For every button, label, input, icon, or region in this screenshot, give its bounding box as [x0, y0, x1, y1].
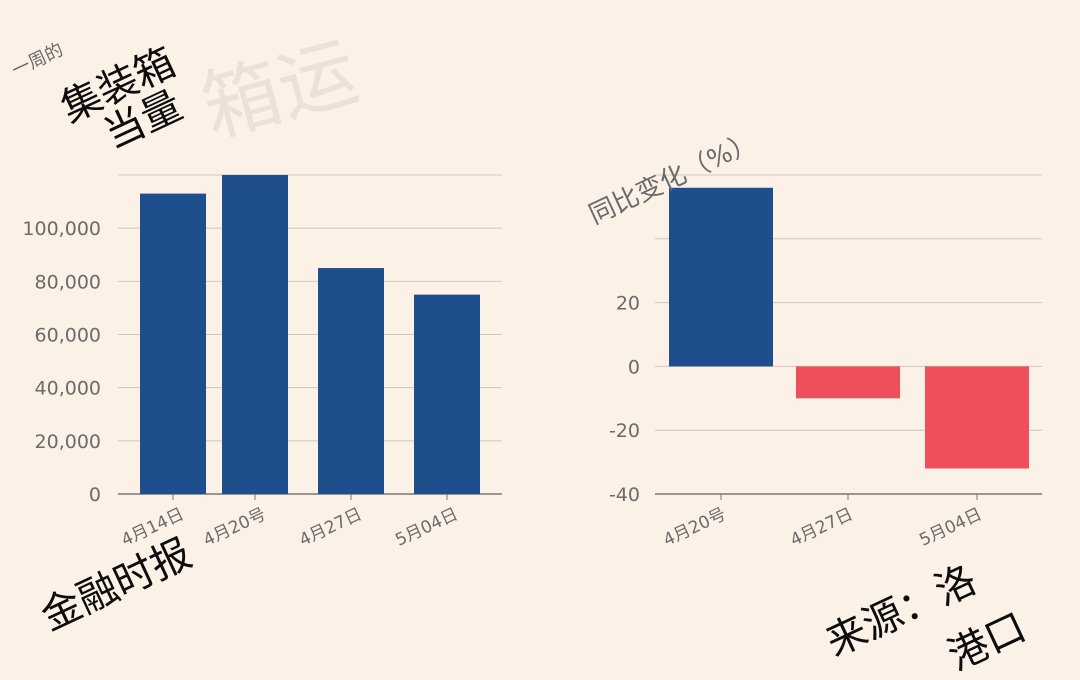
bar [222, 175, 288, 494]
bar [796, 366, 900, 399]
x-tick-label: 5月04日 [916, 504, 985, 550]
x-tick-label: 4月20号 [200, 504, 269, 550]
yoy-change-chart: -40 -20 0 20 4月20号 4月27日 5月04日 [609, 174, 1042, 551]
x-tick-label: 4月27日 [296, 504, 365, 550]
y-tick-label: 80,000 [35, 271, 101, 293]
bar [669, 187, 773, 367]
y-tick-label: 40,000 [35, 378, 101, 400]
bar [414, 294, 480, 494]
y-tick-label: 100,000 [22, 218, 101, 240]
y-tick-label: -40 [609, 484, 640, 506]
x-tick-label: 5月04日 [392, 504, 461, 550]
y-tick-label: 60,000 [35, 325, 101, 347]
y-tick-label: 0 [628, 356, 640, 378]
x-tick-label: 4月20号 [660, 504, 729, 550]
bar [925, 366, 1029, 469]
y-tick-label: 20 [616, 293, 640, 315]
x-tick-label: 4月27日 [787, 504, 856, 550]
y-tick-label: 0 [89, 484, 101, 506]
y-tick-label: -20 [609, 420, 640, 442]
bar [140, 193, 206, 494]
y-tick-label: 20,000 [35, 431, 101, 453]
bar [318, 268, 384, 494]
